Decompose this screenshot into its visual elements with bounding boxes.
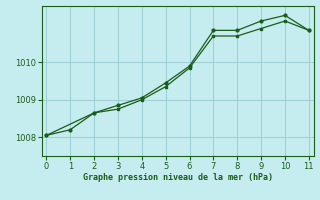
X-axis label: Graphe pression niveau de la mer (hPa): Graphe pression niveau de la mer (hPa) bbox=[83, 173, 273, 182]
